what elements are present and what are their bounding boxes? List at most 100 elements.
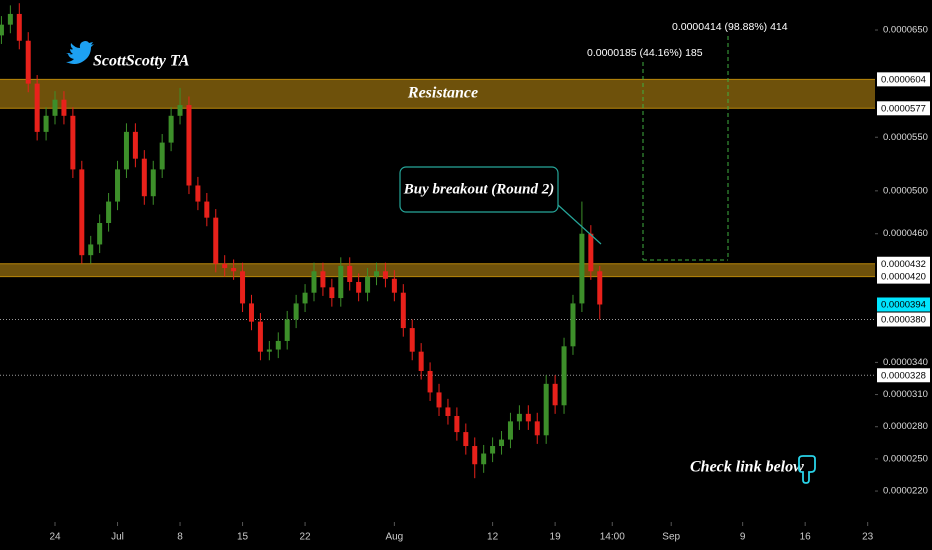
zone-label: Resistance xyxy=(407,84,478,101)
candle-body xyxy=(240,271,246,304)
candle-body xyxy=(490,446,496,454)
x-tick-label: 8 xyxy=(177,532,183,543)
callout-box xyxy=(399,166,559,213)
candle-body xyxy=(248,303,254,322)
y-tick-label: 0.0000550 xyxy=(883,132,928,143)
candle-body xyxy=(499,439,505,447)
measure-label: 0.0000185 (44.16%) 185 xyxy=(587,47,703,59)
hand-icon xyxy=(798,455,816,484)
candle-body xyxy=(7,13,13,25)
y-tick-label: 0.0000280 xyxy=(883,421,928,432)
candle-body xyxy=(481,453,487,465)
candle-body xyxy=(543,383,549,436)
price-lines xyxy=(0,319,875,376)
price-label-box xyxy=(877,101,930,116)
candle-body xyxy=(115,169,121,202)
candle-body xyxy=(570,303,576,347)
candle-body xyxy=(16,13,22,41)
twitter-icon xyxy=(66,41,94,64)
candle-body xyxy=(391,278,397,293)
candle-body xyxy=(463,432,469,447)
candle-body xyxy=(231,268,237,272)
candle-body xyxy=(159,142,165,170)
price-label-box xyxy=(877,72,930,87)
x-tick-label: 15 xyxy=(237,532,249,543)
price-label: 0.0000604 xyxy=(881,74,926,85)
candles xyxy=(0,3,603,479)
watermark: ScottScotty TA xyxy=(93,53,190,70)
y-tick-label: 0.0000250 xyxy=(883,453,928,464)
x-tick-label: 22 xyxy=(299,532,311,543)
y-tick-label: 0.0000340 xyxy=(883,357,928,368)
x-tick-label: 9 xyxy=(740,532,746,543)
candle-body xyxy=(275,340,281,350)
price-label-box xyxy=(877,269,930,284)
candle-body xyxy=(311,271,317,293)
price-label-box xyxy=(877,297,930,312)
candle-body xyxy=(525,413,531,422)
candle-body xyxy=(365,276,371,293)
x-tick-label: 14:00 xyxy=(600,532,625,543)
axis-labels: 0.0000604 0.0000577 0.0000432 0.0000420 0.00… xyxy=(49,25,930,543)
candle-body xyxy=(70,115,76,170)
x-tick-label: 19 xyxy=(550,532,562,543)
candle-body xyxy=(418,351,424,371)
candle-body xyxy=(588,233,594,272)
candle-body xyxy=(400,292,406,329)
candle-body xyxy=(25,40,31,84)
y-tick-label: 0.0000500 xyxy=(883,185,928,196)
candle-body xyxy=(329,287,335,299)
candle-body xyxy=(222,263,228,269)
x-tick-label: 23 xyxy=(862,532,874,543)
y-tick-label: 0.0000650 xyxy=(883,25,928,36)
candle-body xyxy=(141,158,147,197)
price-label: 0.0000420 xyxy=(881,272,926,283)
zone xyxy=(0,263,875,277)
candle-body xyxy=(507,421,513,440)
candle-body xyxy=(374,271,380,277)
candle-body xyxy=(97,223,103,245)
x-tick-label: Jul xyxy=(111,532,124,543)
candle-body xyxy=(320,271,326,288)
y-tick-label: 0.0000220 xyxy=(883,486,928,497)
callout-text: Buy breakout (Round 2) xyxy=(403,181,554,197)
y-tick-label: 0.0000460 xyxy=(883,228,928,239)
price-label: 0.0000380 xyxy=(881,315,926,326)
candle-body xyxy=(266,349,272,352)
price-label-box xyxy=(877,368,930,383)
candle-body xyxy=(552,383,558,406)
price-label: 0.0000432 xyxy=(881,259,926,270)
candle-body xyxy=(257,321,263,352)
candle-body xyxy=(195,185,201,202)
price-label: 0.0000394 xyxy=(881,300,926,311)
candle-body xyxy=(284,319,290,341)
price-label-box xyxy=(877,256,930,271)
candle-body xyxy=(436,392,442,408)
candle-body xyxy=(132,131,138,159)
footer-note: Check link below xyxy=(690,459,804,476)
price-label-box xyxy=(877,312,930,327)
candle-body xyxy=(123,131,129,170)
candle-body xyxy=(0,24,4,36)
candle-body xyxy=(61,99,67,116)
x-tick-label: 24 xyxy=(49,532,61,543)
candle-body xyxy=(43,115,49,132)
candle-body xyxy=(302,292,308,304)
measure-label: 0.0000414 (98.88%) 414 xyxy=(672,21,788,33)
candle-body xyxy=(338,265,344,299)
candle-body xyxy=(106,201,112,224)
price-label: 0.0000577 xyxy=(881,103,926,114)
candle-body xyxy=(561,346,567,406)
candle-body xyxy=(382,271,388,279)
zones: Resistance xyxy=(0,78,875,278)
candle-body xyxy=(150,169,156,197)
candle-body xyxy=(177,105,183,116)
candle-body xyxy=(186,105,192,186)
candle-body xyxy=(579,233,585,304)
candle-body xyxy=(454,416,460,433)
zone xyxy=(0,79,875,109)
candle-body xyxy=(445,407,451,416)
candle-body xyxy=(356,281,362,293)
